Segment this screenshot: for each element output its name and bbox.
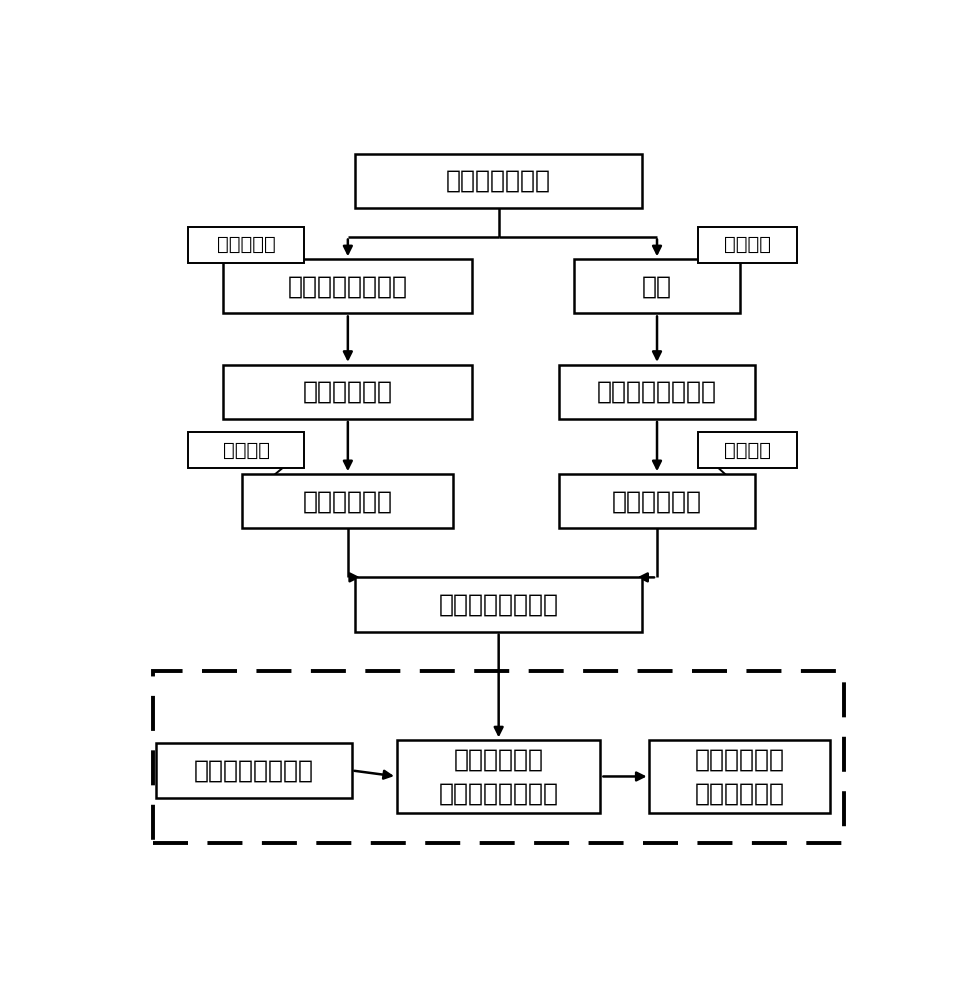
FancyBboxPatch shape <box>188 432 305 468</box>
Text: 机械安装: 机械安装 <box>724 235 771 254</box>
Text: 角速度与输出
频率线性关系: 角速度与输出 频率线性关系 <box>695 748 785 805</box>
Text: 理论计算: 理论计算 <box>223 440 270 459</box>
FancyBboxPatch shape <box>699 432 797 468</box>
FancyBboxPatch shape <box>224 259 472 313</box>
FancyBboxPatch shape <box>156 743 351 798</box>
FancyBboxPatch shape <box>397 740 600 813</box>
FancyBboxPatch shape <box>574 259 740 313</box>
FancyBboxPatch shape <box>242 474 453 528</box>
Text: 动力学分析: 动力学分析 <box>217 235 275 254</box>
FancyBboxPatch shape <box>650 740 831 813</box>
FancyBboxPatch shape <box>559 474 755 528</box>
FancyBboxPatch shape <box>559 365 755 419</box>
Text: 瞬时输出频率: 瞬时输出频率 <box>303 489 393 513</box>
Text: 陀螺实时输出频率: 陀螺实时输出频率 <box>194 758 313 782</box>
FancyBboxPatch shape <box>224 365 472 419</box>
FancyBboxPatch shape <box>699 227 797 263</box>
Text: 转台: 转台 <box>642 274 672 298</box>
Text: 时变输出信号: 时变输出信号 <box>612 489 702 513</box>
Text: 小参数摄动法: 小参数摄动法 <box>303 380 393 404</box>
FancyBboxPatch shape <box>355 577 642 632</box>
Text: 谐振式振动陀螺: 谐振式振动陀螺 <box>447 169 551 193</box>
Text: 给转台输入角速度: 给转台输入角速度 <box>597 380 717 404</box>
FancyBboxPatch shape <box>355 154 642 208</box>
Text: 质量块的振动信号: 质量块的振动信号 <box>439 593 559 617</box>
Text: 检测系统: 检测系统 <box>724 440 771 459</box>
Text: 建立参数激励模型: 建立参数激励模型 <box>288 274 408 298</box>
Text: 对陀螺的时变
输出信号进行转换: 对陀螺的时变 输出信号进行转换 <box>439 748 559 805</box>
FancyBboxPatch shape <box>188 227 305 263</box>
